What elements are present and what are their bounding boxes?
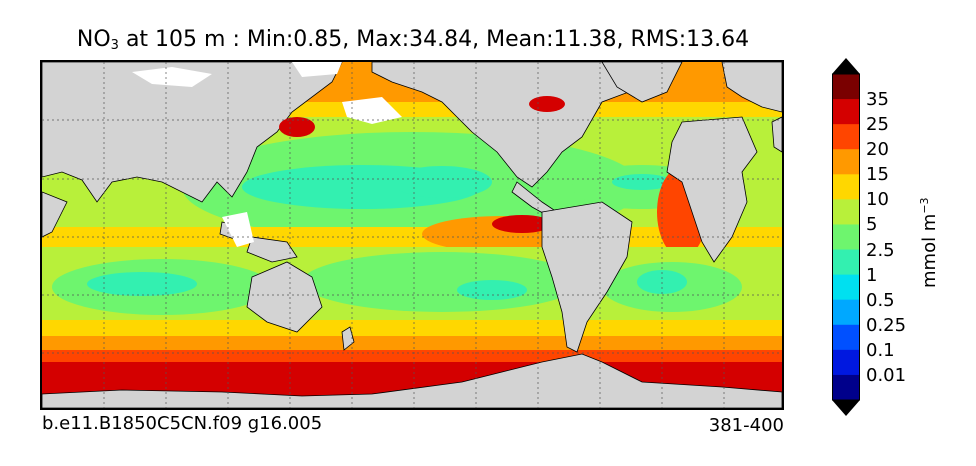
colorbar-extend-top <box>832 58 860 74</box>
colorbar-segment <box>832 199 860 225</box>
colorbar-tick-label: 25 <box>866 114 889 136</box>
case-name: b.e11.B1850C5CN.f09 g16.005 <box>42 413 323 434</box>
colorbar-tick-label: 5 <box>866 214 878 236</box>
colorbar-segment <box>832 224 860 251</box>
title-prefix: NO <box>76 27 111 52</box>
year-range: 381-400 <box>708 415 784 436</box>
missing-data <box>132 62 402 247</box>
colorbar-tick-label: 0.01 <box>866 364 907 386</box>
colorbar-segment <box>832 124 860 150</box>
colorbar-extend-bottom <box>832 400 860 416</box>
colorbar-segment <box>832 249 860 276</box>
colorbar-segment <box>832 324 860 351</box>
colorbar-tick-label: 0.5 <box>866 289 895 311</box>
ocean-map <box>42 62 782 408</box>
colorbar-tick-label: 35 <box>866 89 889 111</box>
colorbar-tick-label: 0.25 <box>866 314 907 336</box>
colorbar-segment <box>832 299 860 326</box>
colorbar-tick-label: 2.5 <box>866 239 895 261</box>
title-subscript: 3 <box>110 38 119 53</box>
colorbar-tick-label: 10 <box>866 189 889 211</box>
colorbar-segment <box>832 149 860 175</box>
colorbar-segment <box>832 99 860 125</box>
colorbar-segment <box>832 174 860 200</box>
map-panel <box>40 60 784 410</box>
colorbar-tick-label: 1 <box>866 264 878 286</box>
colorbar-units: mmol m−3 <box>918 188 946 288</box>
colorbar <box>832 58 860 416</box>
gridlines <box>42 62 782 408</box>
colorbar-border <box>832 73 860 401</box>
colorbar-segment <box>832 74 860 100</box>
land-masses <box>42 62 782 408</box>
units-base: mmol m <box>919 213 940 288</box>
title-rest: at 105 m : Min:0.85, Max:34.84, Mean:11.… <box>118 27 750 52</box>
colorbar-tick-label: 0.1 <box>866 339 895 361</box>
plot-title: NO3 at 105 m : Min:0.85, Max:34.84, Mean… <box>0 27 826 53</box>
colorbar-tick-label: 15 <box>866 164 889 186</box>
units-exponent: −3 <box>918 197 931 214</box>
colorbar-segment <box>832 374 860 401</box>
colorbar-segment <box>832 274 860 301</box>
colorbar-segment <box>832 349 860 376</box>
colorbar-tick-label: 20 <box>866 139 889 161</box>
